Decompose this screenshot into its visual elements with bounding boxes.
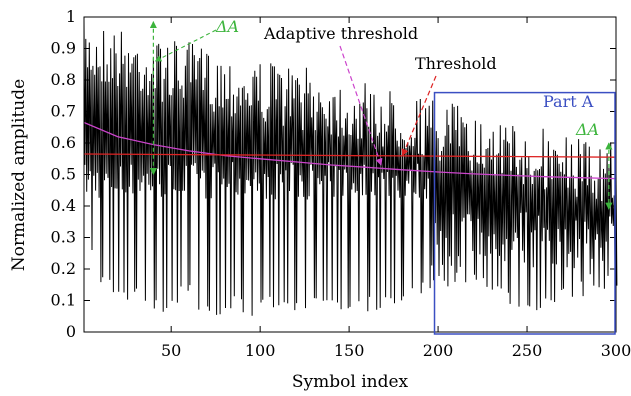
x-tick-label: 250 (512, 341, 543, 360)
x-tick-label: 50 (161, 341, 181, 360)
y-tick-label: 0.3 (51, 228, 76, 247)
part-a-label: Part A (543, 92, 594, 111)
signal-line (83, 20, 618, 316)
delta-a-label-left: ΔA (215, 17, 239, 36)
x-tick-label: 150 (334, 341, 365, 360)
part-a-box (433, 91, 616, 335)
y-tick-label: 0.2 (51, 259, 76, 278)
threshold-arrow (401, 75, 437, 157)
y-tick-label: 1 (66, 7, 76, 26)
adaptive-threshold-arrow (339, 45, 383, 166)
y-tick-label: 0 (66, 322, 76, 341)
x-axis-title: Symbol index (292, 372, 409, 392)
y-tick-label: 0.5 (51, 165, 76, 184)
y-tick-label: 0.1 (51, 291, 76, 310)
plot-area (83, 20, 618, 316)
y-tick-label: 0.4 (51, 196, 76, 215)
annotations: Part A Adaptive threshold Threshold ΔA ΔA (149, 17, 616, 335)
adaptive-threshold-line (83, 121, 617, 180)
y-axis-title: Normalized amplitude (9, 79, 29, 271)
delta-a-pointer-left (154, 29, 217, 62)
threshold-label: Threshold (415, 54, 497, 73)
x-tick-label: 300 (601, 341, 631, 360)
delta-a-label-right: ΔA (575, 120, 599, 139)
x-tick-label: 200 (423, 341, 454, 360)
threshold-line (83, 153, 617, 158)
adaptive-threshold-label: Adaptive threshold (263, 24, 418, 43)
y-tick-label: 0.8 (51, 70, 76, 89)
y-tick-label: 0.9 (51, 39, 76, 58)
y-tick-label: 0.7 (51, 102, 76, 121)
axis-ticks: 50 100 150 200 250 300 0 0.1 0.2 0.3 0.4 0.5 0.6 0.7 0… (51, 7, 631, 360)
x-tick-label: 100 (245, 341, 276, 360)
y-tick-label: 0.6 (51, 133, 76, 152)
